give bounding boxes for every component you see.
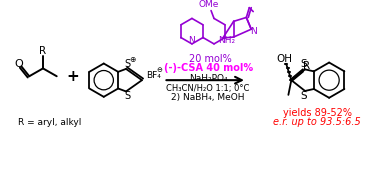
Text: R: R <box>39 46 46 56</box>
Text: (-)-CSA 40 mol%: (-)-CSA 40 mol% <box>164 63 253 73</box>
Text: S: S <box>301 91 307 101</box>
Text: ⊕: ⊕ <box>130 55 136 64</box>
Text: S: S <box>301 60 307 70</box>
Text: OH: OH <box>276 54 293 64</box>
Text: ⊖: ⊖ <box>156 67 163 73</box>
Text: BF₄: BF₄ <box>146 71 161 80</box>
Text: NaH₂PO₄: NaH₂PO₄ <box>189 74 228 83</box>
Text: +: + <box>66 69 79 84</box>
Text: yields 89-52%: yields 89-52% <box>283 108 352 118</box>
Text: OMe: OMe <box>199 0 219 9</box>
Text: e.r. up to 93.5:6.5: e.r. up to 93.5:6.5 <box>274 117 361 127</box>
Text: S: S <box>124 59 130 69</box>
Text: R = aryl, alkyl: R = aryl, alkyl <box>19 118 82 127</box>
Text: CH₃CN/H₂O 1:1; 0°C: CH₃CN/H₂O 1:1; 0°C <box>166 84 250 92</box>
Text: O: O <box>14 60 23 70</box>
Text: N: N <box>189 36 195 45</box>
Polygon shape <box>291 69 303 82</box>
Text: S: S <box>124 91 130 101</box>
Text: N: N <box>250 27 257 36</box>
Text: NH₂: NH₂ <box>218 36 235 45</box>
Text: R: R <box>304 61 311 71</box>
Text: 20 mol%: 20 mol% <box>189 54 231 64</box>
Text: 2) NaBH₄, MeOH: 2) NaBH₄, MeOH <box>171 93 245 102</box>
